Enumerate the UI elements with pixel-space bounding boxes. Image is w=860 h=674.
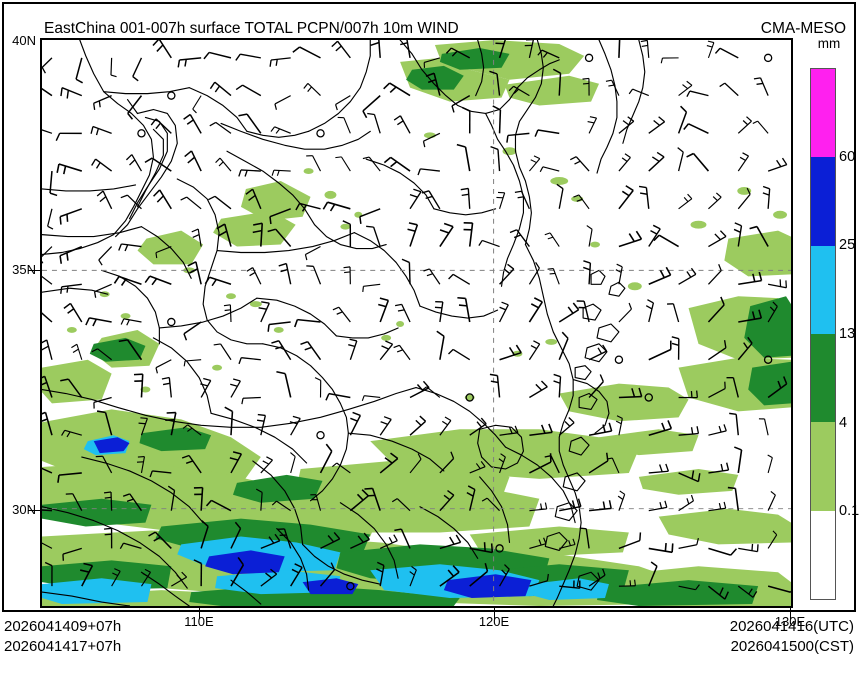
- colorbar-segment: [811, 157, 835, 246]
- colorbar-segment: [811, 422, 835, 511]
- colorbar-segment: [811, 245, 835, 334]
- footer-valid-cst: 2026041500(CST): [730, 638, 854, 655]
- ytick-mark-30n: [28, 510, 40, 511]
- footer-init-top: 2026041409+07h: [4, 618, 122, 635]
- map-canvas: [42, 40, 791, 606]
- precip-band-extreme: [93, 437, 532, 599]
- colorbar-segment: [811, 510, 835, 599]
- footer-init-bottom: 2026041417+07h: [4, 638, 122, 655]
- colorbar-tick-4: 4: [839, 414, 848, 431]
- colorbar-tick-13: 13: [839, 326, 856, 342]
- xtick-mark-110e: [199, 608, 200, 619]
- colorbar-tick-60: 60: [839, 148, 856, 165]
- colorbar-segment: [811, 69, 835, 158]
- ytick-label-30n: 30N: [12, 502, 36, 517]
- colorbar-tick-0.1: 0.1: [839, 503, 860, 520]
- colorbar-unit-label: mm: [817, 36, 841, 51]
- xtick-label-130e: 130E: [774, 614, 806, 629]
- xtick-label-120e: 120E: [478, 614, 510, 629]
- model-label: CMA-MESO: [760, 20, 846, 37]
- map-gridlines: [42, 40, 791, 606]
- map-plot-area[interactable]: [40, 38, 793, 608]
- ytick-label-40n: 40N: [12, 33, 36, 48]
- xtick-mark-120e: [494, 608, 495, 619]
- xtick-mark-130e: [790, 608, 791, 619]
- chart-title: EastChina 001-007h surface TOTAL PCPN/00…: [44, 20, 459, 37]
- colorbar[interactable]: [810, 68, 836, 600]
- ytick-mark-35n: [28, 270, 40, 271]
- ytick-label-35n: 35N: [12, 262, 36, 277]
- xtick-label-110e: 110E: [184, 614, 214, 629]
- colorbar-segment: [811, 333, 835, 423]
- colorbar-tick-25: 25: [839, 237, 856, 254]
- footer-valid-utc: 2026041416(UTC): [729, 618, 854, 635]
